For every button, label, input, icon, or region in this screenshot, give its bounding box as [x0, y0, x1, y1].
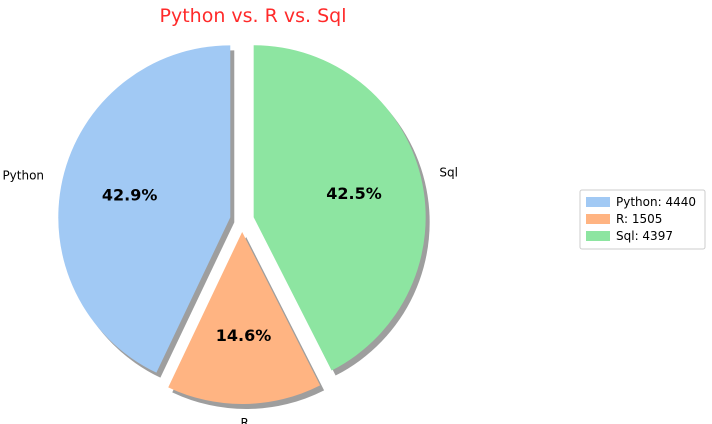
legend-label-python: Python: 4440: [616, 195, 696, 209]
pie-slice-sql: [253, 45, 426, 371]
pie-slice-python: [58, 45, 231, 373]
category-label-python: Python: [2, 168, 44, 182]
percent-label-sql: 42.5%: [326, 184, 382, 203]
chart-title: Python vs. R vs. Sql: [160, 5, 347, 27]
legend-frame: [579, 189, 706, 250]
pie-slices: [58, 45, 426, 404]
legend-label-r: R: 1505: [616, 212, 662, 226]
legend-label-sql: Sql: 4397: [616, 229, 673, 243]
category-labels: Python R Sql: [2, 166, 457, 424]
category-label-sql: Sql: [439, 166, 458, 180]
pie-slice-r: [168, 231, 321, 404]
percent-labels: 42.9% 14.6% 42.5%: [102, 184, 382, 345]
category-label-r: R: [240, 416, 248, 424]
legend-swatch-r: [586, 214, 610, 224]
legend-swatch-sql: [586, 231, 610, 241]
legend: Python: 4440 R: 1505 Sql: 4397: [579, 189, 706, 250]
percent-label-python: 42.9%: [102, 186, 158, 205]
percent-label-r: 14.6%: [216, 326, 272, 345]
legend-swatch-python: [586, 197, 610, 207]
